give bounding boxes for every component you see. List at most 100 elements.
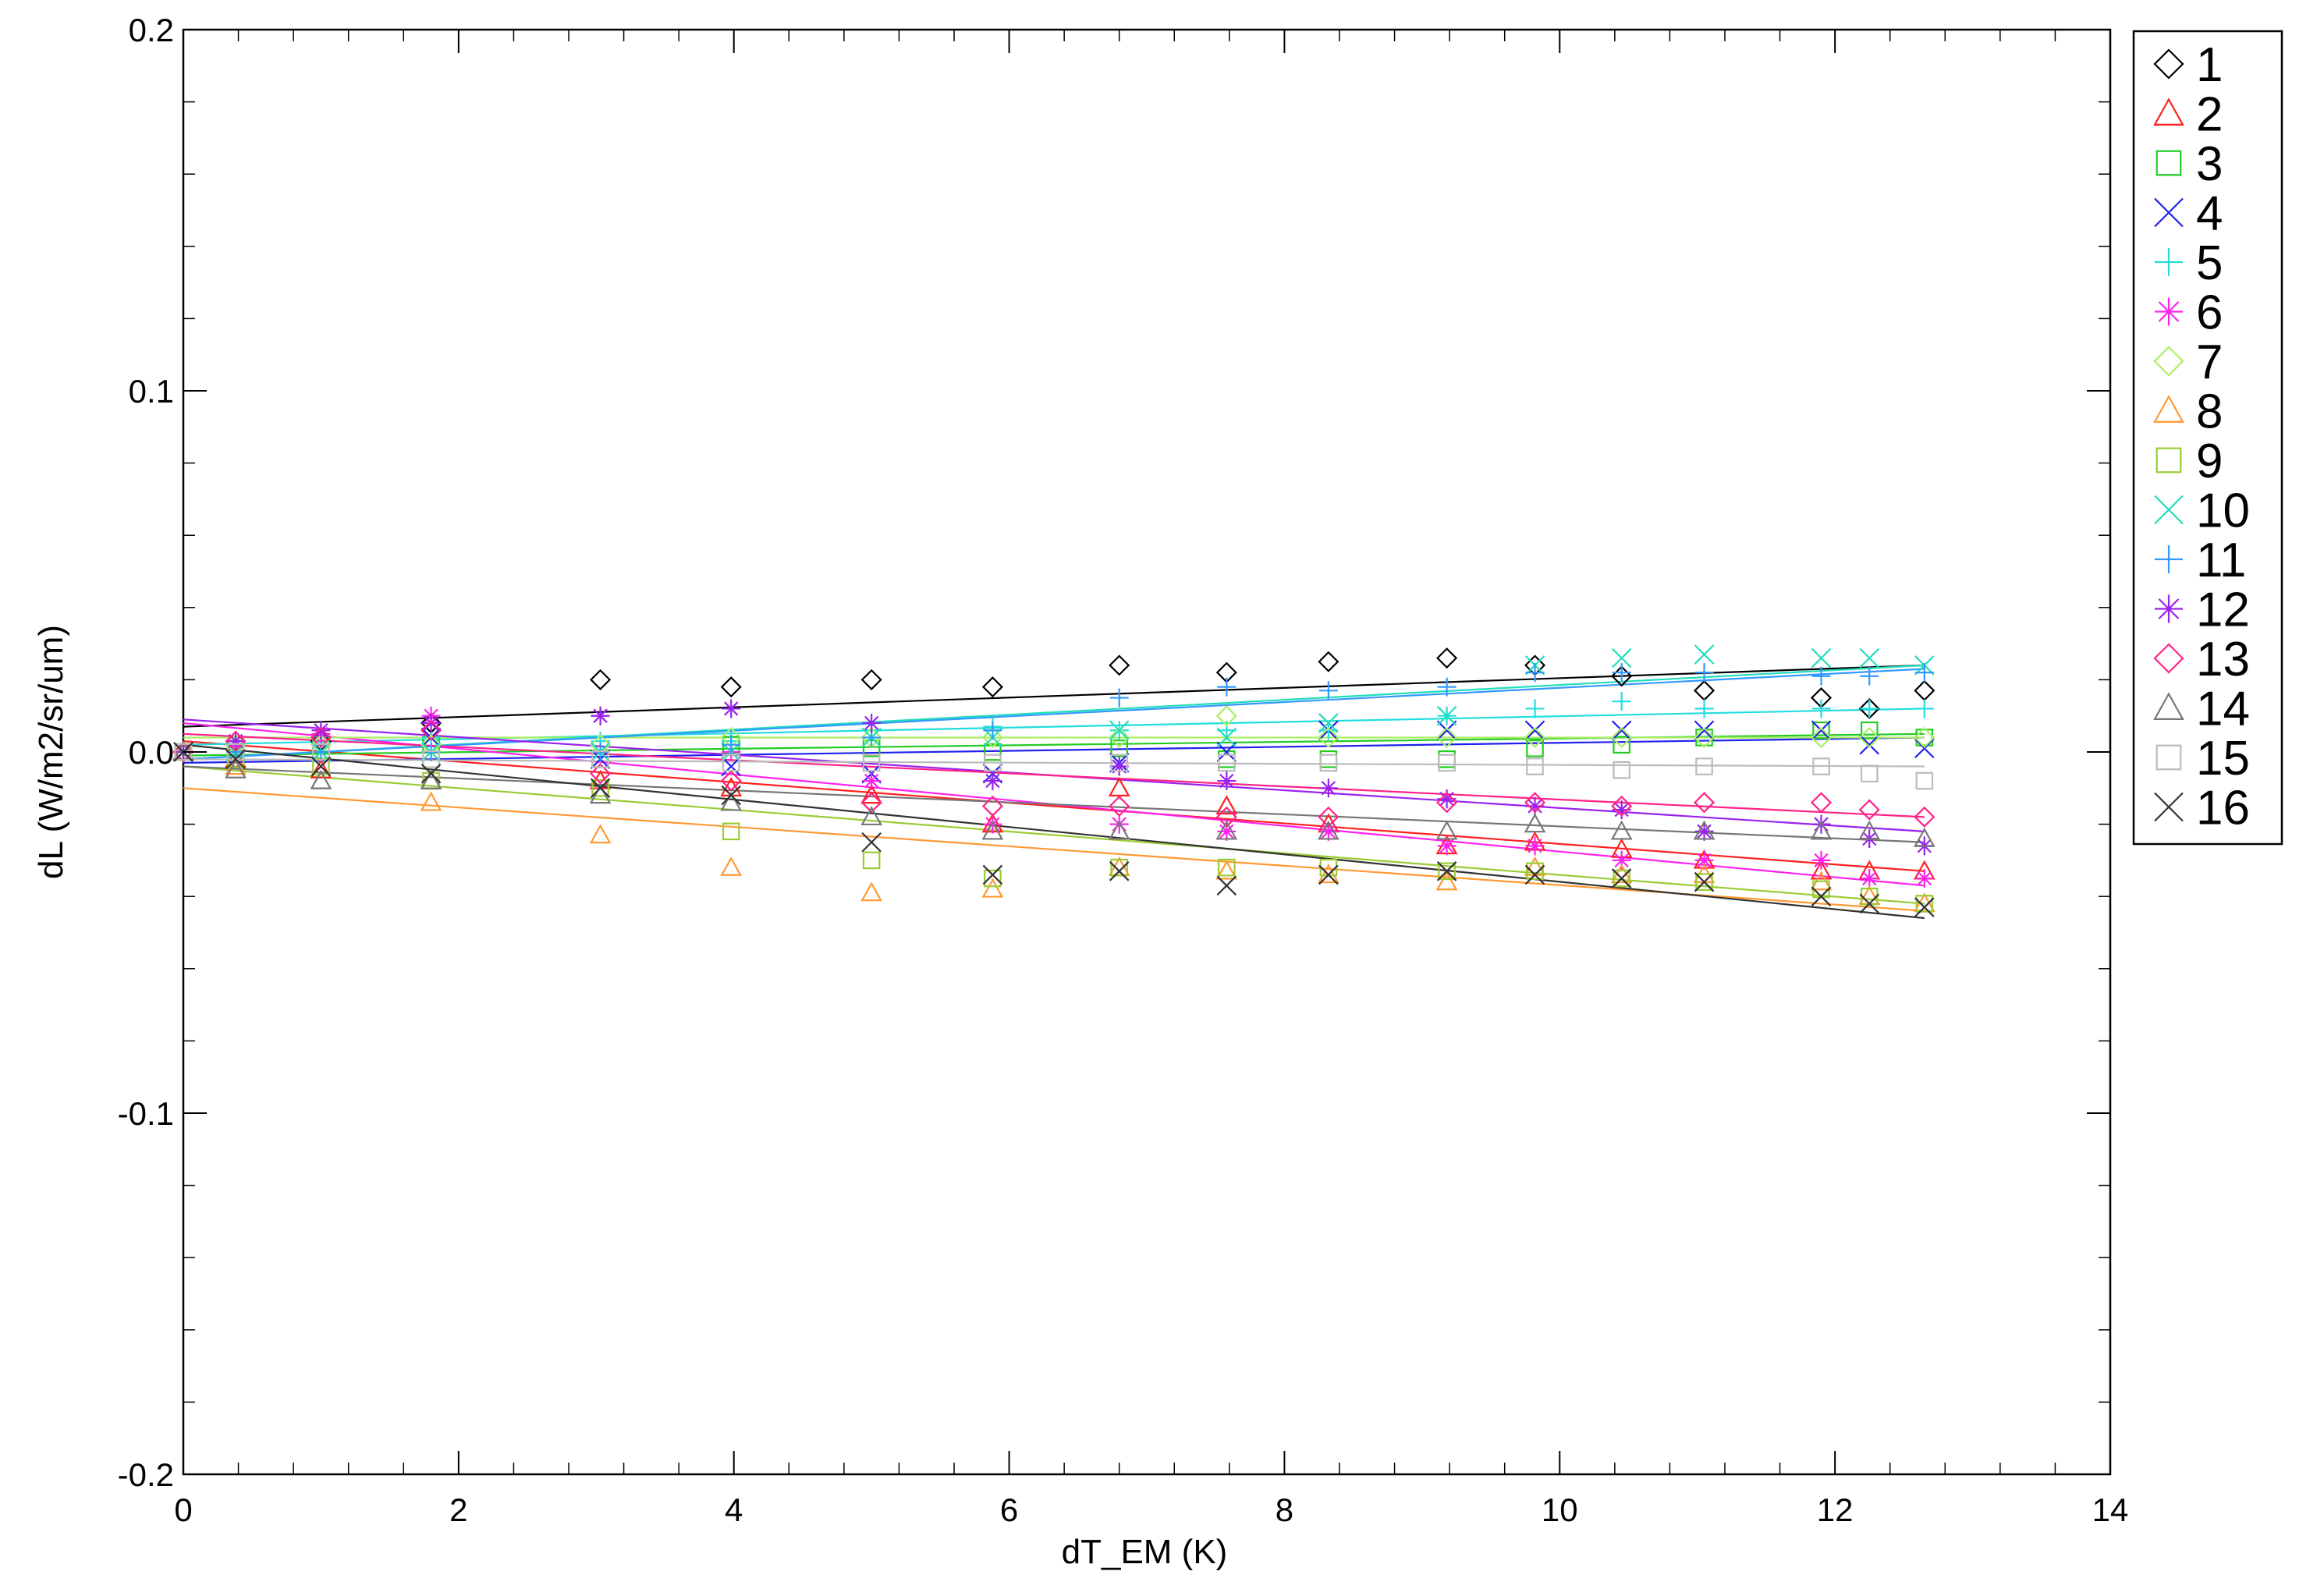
point-series-13 bbox=[172, 741, 194, 763]
point-series-3 bbox=[1613, 736, 1630, 754]
point-series-5 bbox=[1525, 699, 1545, 718]
point-series-13 bbox=[1109, 795, 1130, 818]
point-series-14 bbox=[1693, 820, 1716, 840]
point-series-6 bbox=[1860, 869, 1879, 888]
point-series-12 bbox=[862, 713, 882, 732]
point-series-12 bbox=[1694, 821, 1714, 841]
legend-label-1: 1 bbox=[2196, 38, 2223, 92]
point-series-13 bbox=[1858, 799, 1880, 821]
legend-box bbox=[2132, 30, 2283, 846]
point-series-6 bbox=[1109, 814, 1129, 834]
x-tick-label: 4 bbox=[725, 1491, 743, 1528]
point-series-9 bbox=[1695, 873, 1713, 891]
point-series-9 bbox=[862, 851, 881, 870]
point-series-16 bbox=[1109, 861, 1130, 881]
point-series-14 bbox=[1108, 820, 1130, 840]
point-series-8 bbox=[860, 881, 883, 902]
point-series-16 bbox=[1859, 893, 1880, 914]
point-series-16 bbox=[1914, 897, 1935, 917]
fit-line-series-1 bbox=[183, 664, 1925, 728]
point-series-5 bbox=[1612, 692, 1631, 711]
point-series-3 bbox=[1812, 721, 1830, 739]
point-series-4 bbox=[1914, 738, 1935, 759]
point-series-13 bbox=[1914, 806, 1935, 828]
fit-line-series-16 bbox=[183, 743, 1925, 920]
point-series-13 bbox=[1611, 795, 1633, 818]
point-series-8 bbox=[1858, 885, 1881, 905]
point-series-13 bbox=[1693, 792, 1716, 814]
point-series-13 bbox=[1524, 792, 1546, 814]
point-series-16 bbox=[1811, 886, 1832, 906]
point-series-13 bbox=[1215, 806, 1237, 828]
x-tick-label: 12 bbox=[1817, 1491, 1854, 1528]
point-series-15 bbox=[591, 750, 609, 768]
point-series-9 bbox=[722, 822, 740, 841]
point-series-12 bbox=[1318, 778, 1338, 798]
point-series-9 bbox=[1438, 862, 1456, 881]
point-series-12 bbox=[1217, 771, 1237, 791]
point-series-9 bbox=[1110, 858, 1129, 877]
point-series-15 bbox=[1812, 757, 1830, 775]
point-series-8 bbox=[720, 856, 743, 876]
legend-label-7: 7 bbox=[2196, 335, 2223, 389]
point-series-15 bbox=[722, 754, 740, 772]
point-series-1 bbox=[1318, 651, 1339, 672]
point-series-14 bbox=[310, 769, 332, 789]
legend-label-6: 6 bbox=[2196, 286, 2223, 340]
y-axis-title: dL (W/m2/sr/um) bbox=[32, 625, 70, 879]
point-series-16 bbox=[1216, 875, 1237, 896]
point-series-10 bbox=[1694, 644, 1715, 665]
legend-label-13: 13 bbox=[2196, 633, 2250, 686]
legend-marker-3 bbox=[2155, 150, 2182, 176]
point-series-3 bbox=[984, 743, 1002, 761]
point-series-13 bbox=[860, 792, 882, 814]
point-series-6 bbox=[983, 814, 1002, 834]
point-series-13 bbox=[1318, 806, 1339, 828]
y-tick-label: 0.1 bbox=[129, 373, 174, 410]
point-series-6 bbox=[1217, 821, 1237, 841]
point-series-7 bbox=[1858, 726, 1880, 749]
point-series-6 bbox=[862, 771, 882, 791]
x-tick-label: 2 bbox=[449, 1491, 467, 1528]
legend-label-4: 4 bbox=[2196, 187, 2223, 241]
point-series-15 bbox=[1526, 757, 1544, 775]
x-tick-label: 6 bbox=[1000, 1491, 1018, 1528]
point-series-4 bbox=[1436, 720, 1457, 740]
y-tick-label: 0.0 bbox=[129, 734, 174, 771]
legend-marker-11 bbox=[2155, 545, 2183, 573]
y-tick-label: -0.2 bbox=[118, 1456, 174, 1493]
legend-label-14: 14 bbox=[2196, 683, 2250, 736]
point-series-14 bbox=[589, 784, 612, 804]
point-series-14 bbox=[1858, 820, 1881, 840]
point-series-6 bbox=[1612, 850, 1631, 870]
point-series-16 bbox=[1524, 864, 1545, 885]
point-series-16 bbox=[1318, 864, 1339, 885]
point-series-2 bbox=[1215, 795, 1238, 815]
point-series-1 bbox=[1436, 647, 1458, 669]
point-series-15 bbox=[984, 754, 1002, 772]
legend-marker-14 bbox=[2153, 692, 2184, 721]
point-series-2 bbox=[1810, 860, 1833, 880]
point-series-14 bbox=[720, 791, 743, 811]
point-series-3 bbox=[1218, 750, 1236, 768]
x-tick-label: 14 bbox=[2092, 1491, 2129, 1528]
point-series-11 bbox=[1860, 666, 1879, 686]
point-series-10 bbox=[1811, 647, 1832, 669]
point-series-15 bbox=[1695, 757, 1713, 775]
point-series-9 bbox=[591, 778, 609, 797]
x-tick-label: 0 bbox=[174, 1491, 192, 1528]
point-series-4 bbox=[721, 756, 741, 777]
point-series-9 bbox=[1526, 862, 1544, 881]
point-series-1 bbox=[590, 669, 612, 690]
point-series-12 bbox=[226, 732, 246, 751]
y-tick-label: 0.2 bbox=[129, 12, 174, 48]
point-series-12 bbox=[983, 771, 1002, 791]
point-series-13 bbox=[420, 719, 442, 741]
legend-label-16: 16 bbox=[2196, 782, 2250, 835]
legend-marker-2 bbox=[2153, 98, 2184, 126]
point-series-9 bbox=[1915, 895, 1934, 913]
point-series-15 bbox=[312, 743, 330, 761]
point-series-6 bbox=[1525, 836, 1545, 856]
fit-line-series-4 bbox=[183, 736, 1925, 764]
